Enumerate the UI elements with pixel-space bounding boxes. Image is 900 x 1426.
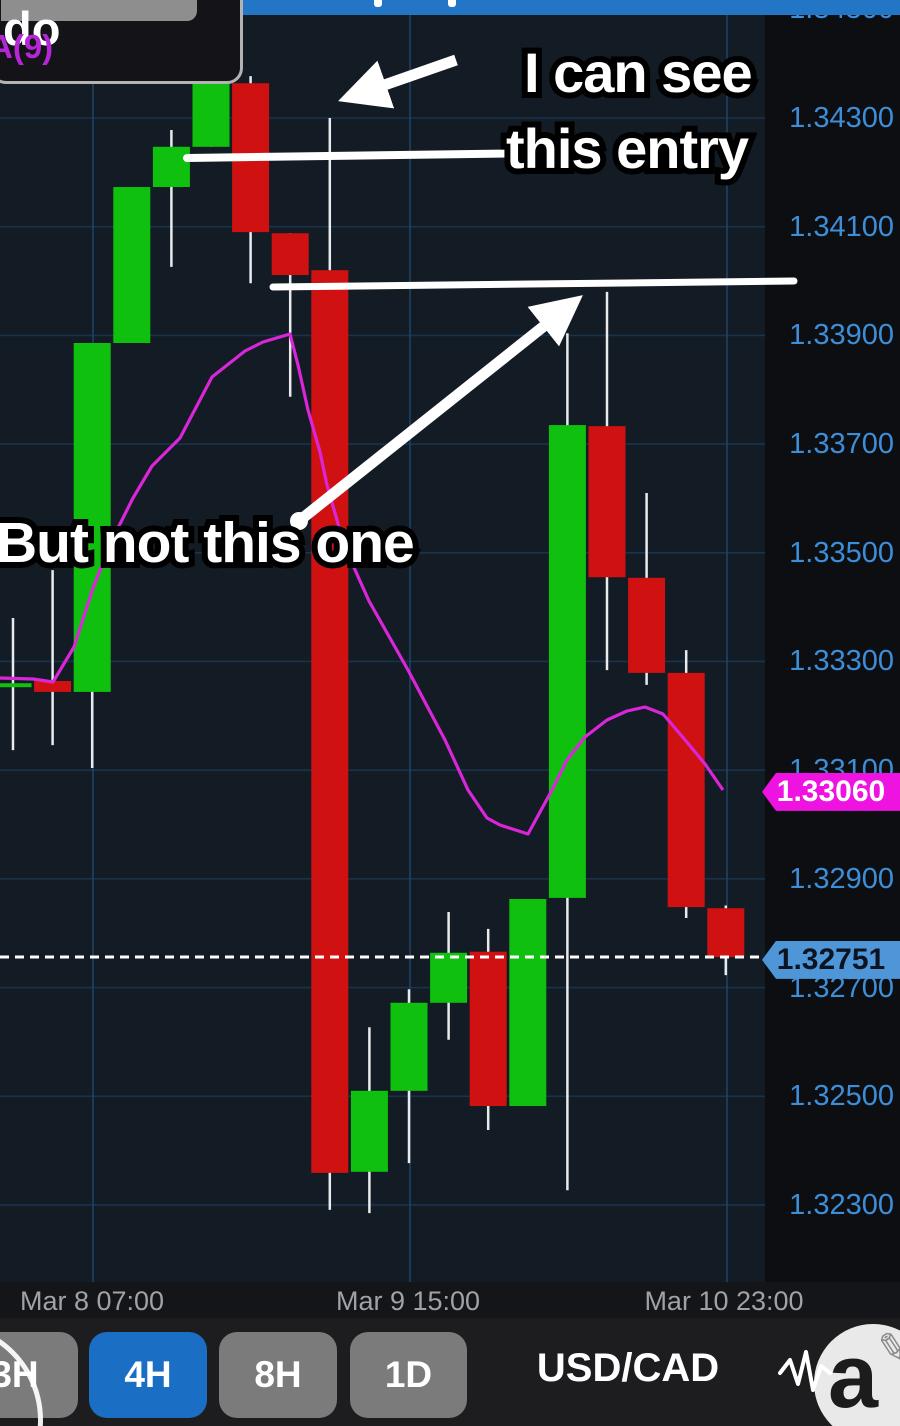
level-price-value: 1.32751 [776,942,886,976]
time-axis-label: Mar 10 23:00 [644,1286,804,1316]
entry-line [183,149,544,162]
current-price-badge: 1.33060 [762,772,900,811]
app-watermark-logo: ✎ a [814,1324,900,1426]
candle-body [509,898,547,1107]
pulse-icon [778,1350,832,1392]
price-axis-label: 1.32300 [789,1188,894,1221]
price-axis: 1.34500 1.34300 1.34100 1.33900 1.33700 1.335… [765,15,900,1282]
candle-body [192,83,230,147]
timeframe-button-4h[interactable]: 4H [89,1332,207,1418]
price-axis-label: 1.32900 [789,862,894,895]
drawn-annotations [0,54,798,959]
undo-dialog[interactable]: do A(9) [0,0,243,84]
price-axis-label: 1.32500 [789,1080,894,1113]
price-axis-label: 1.33500 [789,536,894,569]
annotation-text-fill: this entry [506,117,749,180]
candle-body [707,908,745,958]
chart-candles [0,27,745,1214]
candle-body [548,425,586,898]
annotation-entry-hidden: But not this one But not this one [0,507,421,579]
annotation-entry-visible-line1: I can see I can see [518,37,759,108]
logo-letter: a [828,1327,879,1426]
arrow-small [338,54,458,109]
entry-line [269,277,798,291]
annotation-entry-visible-line2: this entry this entry [500,113,755,184]
candle-body [588,426,626,578]
time-axis-label: Mar 9 15:00 [335,1286,481,1316]
statusbar-glyph [448,0,456,7]
candle-body [113,187,151,343]
moving-average-line [0,332,725,836]
level-price-badge: 1.32751 [762,940,900,979]
candle-body [390,1002,428,1091]
annotation-text-stroke: I can see [518,37,759,108]
current-price-value: 1.33060 [776,774,886,808]
annotation-text-stroke: But not this one [0,507,421,579]
candle-body [350,1090,388,1172]
price-axis-label: 1.34500 [765,15,894,24]
candle-body [628,577,666,673]
candle-body [667,672,705,908]
time-axis [0,1282,900,1318]
price-axis-label: 1.33700 [789,428,894,461]
symbol-selector[interactable]: USD/CAD [536,1346,720,1390]
candle-body [311,270,349,1173]
timeframe-button-1d[interactable]: 1D [350,1332,467,1418]
price-axis-label: 1.34300 [789,102,894,134]
price-axis-label: 1.33900 [789,319,894,352]
candle-body [469,951,507,1107]
dialog-header [1,0,197,21]
arrow-big [295,295,583,526]
timeframe-button-8h[interactable]: 8H [219,1332,337,1418]
ma-indicator-label: A(9) [0,28,54,65]
annotation-text-fill: But not this one [0,511,415,575]
annotation-text-stroke: this entry [500,113,755,184]
candle-body [271,233,309,276]
statusbar-glyph [374,0,382,7]
candle-body [430,952,468,1003]
price-axis-background [765,0,900,1282]
price-axis-label: 1.34100 [789,210,894,243]
price-axis-label: 1.33300 [789,645,894,678]
annotation-text-fill: I can see [524,41,753,104]
candle-body [0,683,32,688]
bottom-toolbar: 3H 4H 8H 1D USD/CAD ✎ a [0,1318,900,1426]
candle-body [152,146,190,188]
undo-label: do [3,2,61,55]
candle-body [34,681,72,692]
time-axis-label: Mar 8 07:00 [19,1286,165,1316]
